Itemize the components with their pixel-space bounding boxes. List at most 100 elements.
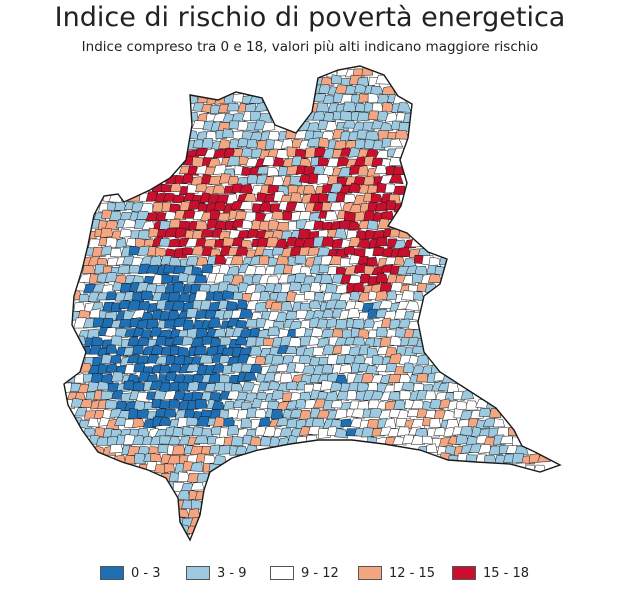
- municipality-cell: [344, 85, 358, 95]
- municipality-cell: [267, 326, 281, 337]
- municipality-cell: [348, 346, 362, 356]
- municipality-cell: [168, 381, 181, 392]
- municipality-cell: [465, 400, 479, 411]
- municipality-cell: [319, 76, 335, 87]
- municipality-cell: [442, 410, 458, 421]
- municipality-cell: [389, 138, 404, 148]
- municipality-cell: [374, 201, 388, 212]
- municipality-cell: [311, 418, 325, 428]
- municipality-cell: [366, 257, 379, 267]
- municipality-cell: [365, 364, 380, 375]
- municipality-cell: [105, 291, 117, 301]
- municipality-cell: [357, 165, 370, 176]
- municipality-cell: [352, 318, 365, 330]
- municipality-cell: [257, 328, 270, 340]
- municipality-cell: [324, 210, 339, 221]
- municipality-cell: [290, 192, 303, 203]
- municipality-cell: [190, 482, 205, 491]
- municipality-cell: [321, 309, 335, 318]
- municipality-cell: [230, 255, 244, 266]
- municipality-cell: [152, 202, 164, 213]
- municipality-cell: [285, 310, 300, 320]
- municipality-cell: [351, 408, 365, 419]
- municipality-cell: [226, 155, 242, 167]
- municipality-cell: [302, 184, 317, 195]
- municipality-cell: [132, 345, 144, 355]
- municipality-cell: [238, 346, 252, 357]
- municipality-cell: [369, 85, 384, 95]
- municipality-cell: [149, 255, 163, 266]
- municipality-cell: [396, 246, 412, 258]
- municipality-cell: [411, 345, 425, 355]
- municipality-cell: [356, 238, 371, 249]
- municipality-cell: [163, 463, 176, 474]
- municipality-cell: [393, 399, 407, 410]
- municipality-cell: [168, 256, 183, 267]
- municipality-cell: [78, 293, 92, 302]
- municipality-cell: [413, 291, 425, 301]
- municipality-cell: [393, 256, 406, 266]
- municipality-cell: [346, 308, 361, 319]
- municipality-cell: [246, 139, 258, 149]
- legend-swatch: [358, 566, 382, 580]
- municipality-cell: [275, 149, 290, 159]
- municipality-cell: [104, 220, 120, 231]
- legend-label: 0 - 3: [131, 565, 161, 581]
- municipality-cell: [295, 435, 309, 446]
- municipality-cell: [249, 363, 263, 374]
- municipality-cell: [209, 391, 222, 402]
- municipality-cell: [194, 399, 208, 409]
- municipality-cell: [188, 508, 201, 519]
- municipality-cell: [343, 265, 359, 276]
- municipality-cell: [361, 427, 374, 438]
- municipality-cell: [271, 354, 284, 365]
- municipality-cell: [110, 247, 123, 258]
- municipality-cell: [191, 265, 204, 276]
- municipality-cell: [270, 408, 284, 420]
- municipality-cells: [64, 66, 551, 536]
- map-title: Indice di rischio di povertà energetica: [54, 2, 566, 33]
- municipality-cell: [124, 454, 137, 465]
- legend-item-12-15: 12 - 15: [358, 563, 435, 583]
- municipality-cell: [199, 354, 214, 364]
- municipality-cell: [447, 382, 460, 393]
- municipality-cell: [271, 389, 284, 401]
- municipality-cell: [388, 173, 404, 185]
- municipality-cell: [110, 335, 124, 346]
- municipality-cell: [207, 317, 222, 328]
- municipality-cell: [132, 382, 146, 392]
- municipality-cell: [303, 220, 317, 231]
- municipality-cell: [236, 230, 251, 239]
- municipality-cell: [190, 461, 204, 472]
- legend-swatch: [452, 566, 476, 580]
- municipality-cell: [244, 211, 257, 222]
- municipality-cell: [294, 254, 307, 265]
- municipality-cell: [366, 382, 380, 392]
- municipality-cell: [460, 389, 475, 400]
- municipality-cell: [275, 255, 290, 266]
- municipality-cell: [315, 102, 330, 113]
- municipality-cell: [163, 408, 177, 419]
- municipality-cell: [226, 102, 240, 112]
- map-subtitle: Indice compreso tra 0 e 18, valori più a…: [81, 39, 539, 55]
- municipality-cell: [225, 300, 239, 311]
- municipality-cell: [379, 122, 394, 132]
- municipality-cell: [169, 182, 183, 192]
- municipality-cell: [335, 319, 349, 330]
- municipality-cell: [493, 418, 505, 428]
- municipality-cell: [177, 381, 191, 393]
- municipality-cell: [161, 273, 174, 284]
- choropleth-map: [63, 65, 562, 542]
- municipality-cell: [416, 354, 430, 365]
- legend-label: 12 - 15: [389, 565, 436, 581]
- municipality-cell: [352, 336, 366, 346]
- municipality-cell: [375, 236, 388, 247]
- municipality-cell: [334, 408, 348, 420]
- municipality-cell: [266, 275, 281, 285]
- municipality-cell: [118, 319, 132, 328]
- municipality-cell: [410, 435, 425, 446]
- municipality-cell: [208, 175, 223, 185]
- legend-label: 15 - 18: [483, 565, 530, 581]
- municipality-cell: [387, 391, 402, 401]
- municipality-cell: [288, 281, 303, 291]
